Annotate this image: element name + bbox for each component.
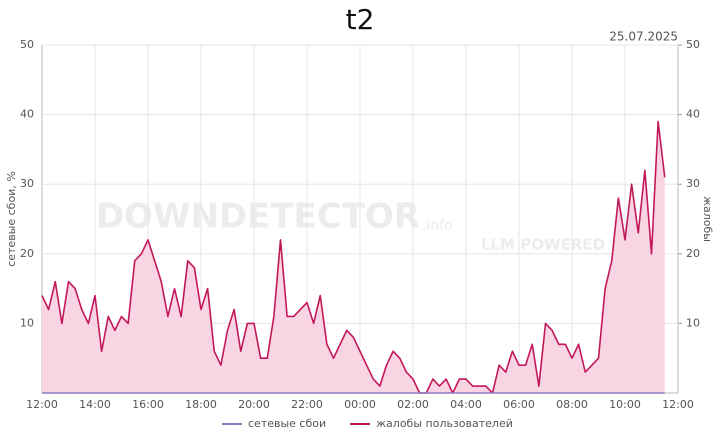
x-tick-label: 00:00 [344, 398, 376, 411]
watermark: .info [422, 218, 453, 234]
x-tick-label: 22:00 [291, 398, 323, 411]
x-tick-label: 04:00 [450, 398, 482, 411]
x-tick-label: 16:00 [132, 398, 164, 411]
y-tick-label: 30 [20, 177, 34, 190]
x-tick-label: 14:00 [79, 398, 111, 411]
x-tick-label: 06:00 [503, 398, 535, 411]
chart-title: t2 [346, 3, 375, 36]
area [42, 121, 665, 393]
y2-tick-label: 30 [686, 177, 700, 190]
x-tick-label: 18:00 [185, 398, 217, 411]
y-tick-label: 50 [20, 38, 34, 51]
legend-label: сетевые сбои [248, 417, 326, 430]
y2-axis-label: жалобы [701, 196, 714, 242]
x-tick-label: 02:00 [397, 398, 429, 411]
x-tick-label: 12:00 [662, 398, 694, 411]
x-tick-label: 10:00 [609, 398, 641, 411]
legend-label: жалобы пользователей [376, 417, 513, 430]
y2-tick-label: 10 [686, 316, 700, 329]
y-axis-label: сетевые сбои, % [5, 171, 18, 267]
y2-tick-label: 20 [686, 247, 700, 260]
y-tick-label: 20 [20, 247, 34, 260]
y-tick-label: 40 [20, 108, 34, 121]
series-line [41, 120, 666, 394]
y2-tick-label: 50 [686, 38, 700, 51]
y2-tick-label: 40 [686, 108, 700, 121]
y-tick-label: 10 [20, 316, 34, 329]
x-tick-label: 12:00 [26, 398, 58, 411]
x-tick-label: 08:00 [556, 398, 588, 411]
x-tick-label: 20:00 [238, 398, 270, 411]
watermark: LLM POWERED [481, 236, 605, 254]
date: 25.07.2025 [609, 30, 678, 44]
watermark: DOWNDETECTOR [96, 197, 420, 237]
